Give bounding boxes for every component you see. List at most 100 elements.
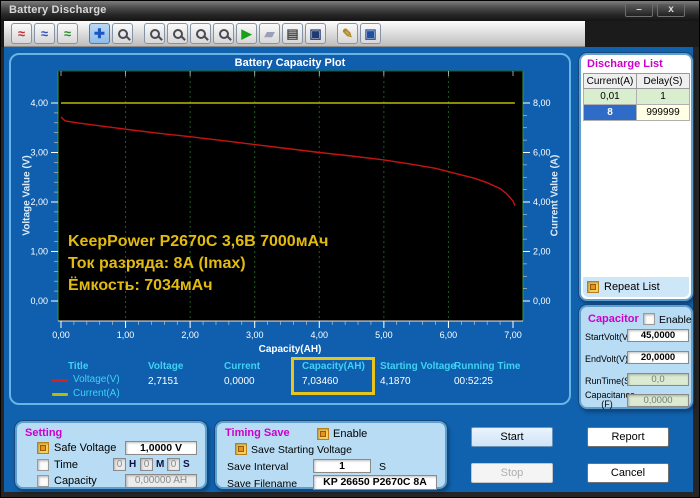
capacitance-label: Capacitance (F)	[585, 391, 635, 409]
select-curve-button[interactable]: ≈	[11, 23, 32, 44]
time-checkbox[interactable]	[37, 459, 49, 471]
column-header-current[interactable]: Current(A)	[583, 73, 637, 89]
capacity-checkbox[interactable]	[37, 475, 49, 487]
save-filename-input[interactable]: KP 26650 P2670C 8A	[313, 475, 437, 490]
print-button[interactable]: ▤	[282, 23, 303, 44]
timing-save-panel: Timing Save Enable Save Starting Voltage…	[215, 421, 447, 490]
zoom-selection-button[interactable]	[144, 23, 165, 44]
capacitor-enable-checkbox[interactable]	[643, 313, 655, 325]
svg-text:0,00: 0,00	[30, 296, 48, 306]
svg-text:4,00: 4,00	[311, 330, 329, 340]
annotation-line-2: Ток разряда: 8А (Imax)	[68, 255, 246, 272]
erase-button[interactable]: ▰	[259, 23, 280, 44]
svg-text:1,00: 1,00	[30, 247, 48, 257]
save-data-button[interactable]: ▣	[360, 23, 381, 44]
safe-voltage-checkbox[interactable]	[37, 442, 49, 454]
runtime-field: 0,0	[627, 373, 689, 386]
timing-save-title: Timing Save	[225, 427, 290, 439]
zoom-selection-icon	[149, 28, 160, 39]
capacitor-title: Capacitor	[588, 313, 639, 325]
timing-save-enable-checkbox[interactable]	[317, 428, 329, 440]
stop-button[interactable]: Stop	[471, 463, 553, 483]
startvolt-input[interactable]: 45,0000	[627, 329, 689, 342]
svg-text:5,00: 5,00	[375, 330, 393, 340]
timing-save-enable-label: Enable	[333, 428, 368, 440]
zoom-dynamic-button[interactable]	[112, 23, 133, 44]
data-cursor-button[interactable]: ≈	[57, 23, 78, 44]
zoom-window-icon	[195, 28, 206, 39]
annotation-line-3: Ёмкость: 7034мАч	[68, 277, 213, 294]
discharge-table: Current(A) Delay(S) 0,01 1 8 999999	[583, 73, 690, 121]
svg-text:0,00: 0,00	[52, 330, 70, 340]
start-button[interactable]: Start	[471, 427, 553, 447]
svg-text:3,00: 3,00	[30, 148, 48, 158]
setting-panel: Setting Safe Voltage 1,0000 V Time 0 H 0…	[15, 421, 207, 489]
zoom-reset-button[interactable]	[213, 23, 234, 44]
run-icon: ▶	[241, 26, 252, 41]
stats-header-current: Current	[224, 361, 261, 372]
close-button[interactable]: x	[657, 3, 685, 17]
zoom-x-icon	[172, 28, 183, 39]
new-file-button[interactable]: ✎	[337, 23, 358, 44]
print-icon: ▤	[286, 26, 299, 41]
capacitor-enable-label: Enable	[659, 314, 692, 326]
pan-button[interactable]: ✚	[89, 23, 110, 44]
cell-current-1[interactable]: 0,01	[583, 88, 637, 105]
svg-text:1,00: 1,00	[117, 330, 135, 340]
capacitance-field: 0,0000	[627, 394, 689, 407]
report-button[interactable]: Report	[587, 427, 669, 447]
cell-current-2[interactable]: 8	[583, 104, 637, 121]
stats-running-time-value: 00:52:25	[454, 376, 493, 387]
minutes-unit-label: M	[156, 459, 165, 470]
safe-voltage-input[interactable]: 1,0000 V	[125, 441, 197, 455]
stats-header-voltage: Voltage	[148, 361, 184, 372]
discharge-list-title: Discharge List	[587, 58, 663, 70]
minimize-button[interactable]: –	[625, 3, 653, 17]
time-minutes-input[interactable]: 0	[140, 458, 153, 471]
toolbar: ≈ ≈ ≈ ✚ ▶ ▰ ▤ ▣ ✎ ▣	[4, 21, 585, 47]
save-image-button[interactable]: ▣	[305, 23, 326, 44]
save-interval-label: Save Interval	[227, 461, 289, 473]
svg-text:Capacity(AH): Capacity(AH)	[259, 344, 322, 355]
zoom-reset-icon	[218, 28, 229, 39]
save-starting-voltage-checkbox[interactable]	[235, 443, 247, 455]
table-row: 8 999999	[583, 104, 690, 121]
title-bar: Battery Discharge – x	[1, 1, 699, 21]
capacitor-panel: Capacitor Enable StartVolt(V) 45,0000 En…	[579, 305, 693, 409]
svg-text:2,00: 2,00	[181, 330, 199, 340]
current-legend-label: Current(A)	[73, 388, 120, 399]
stats-current-value: 0,0000	[224, 376, 255, 387]
capacitance-label-line2: (F)	[601, 399, 613, 409]
zoom-x-button[interactable]	[167, 23, 188, 44]
repeat-list-row: Repeat List	[583, 277, 689, 297]
stats-starting-voltage-value: 4,1870	[380, 376, 411, 387]
svg-text:0,00: 0,00	[533, 296, 551, 306]
time-seconds-input[interactable]: 0	[167, 458, 180, 471]
stats-header-starting-voltage: Starting Voltage	[380, 361, 456, 372]
table-header-row: Current(A) Delay(S)	[583, 73, 690, 89]
capacity-plot[interactable]: 0,00 1,00 2,00 3,00 4,00 5,00 6,00 7,00 Capacity…	[11, 55, 573, 355]
erase-icon: ▰	[264, 26, 275, 41]
svg-text:4,00: 4,00	[533, 197, 551, 207]
repeat-list-checkbox[interactable]	[587, 281, 599, 293]
cancel-button[interactable]: Cancel	[587, 463, 669, 483]
time-hours-input[interactable]: 0	[113, 458, 126, 471]
column-header-delay[interactable]: Delay(S)	[636, 73, 690, 89]
run-button[interactable]: ▶	[236, 23, 257, 44]
select-x-range-button[interactable]: ≈	[34, 23, 55, 44]
repeat-list-label: Repeat List	[604, 281, 660, 293]
save-interval-input[interactable]: 1	[313, 459, 371, 473]
table-row: 0,01 1	[583, 88, 690, 105]
zoom-window-button[interactable]	[190, 23, 211, 44]
svg-text:4,00: 4,00	[30, 98, 48, 108]
voltage-legend-dash	[52, 379, 68, 382]
capacity-input[interactable]: 0,00000 AH	[125, 474, 197, 488]
seconds-unit-label: S	[183, 459, 190, 470]
endvolt-input[interactable]: 20,0000	[627, 351, 689, 364]
y-axis-left-title: Voltage Value (V)	[21, 155, 33, 236]
svg-text:2,00: 2,00	[30, 197, 48, 207]
cell-delay-2[interactable]: 999999	[636, 104, 690, 121]
svg-text:6,00: 6,00	[440, 330, 458, 340]
svg-text:7,00: 7,00	[504, 330, 522, 340]
cell-delay-1[interactable]: 1	[636, 88, 690, 105]
